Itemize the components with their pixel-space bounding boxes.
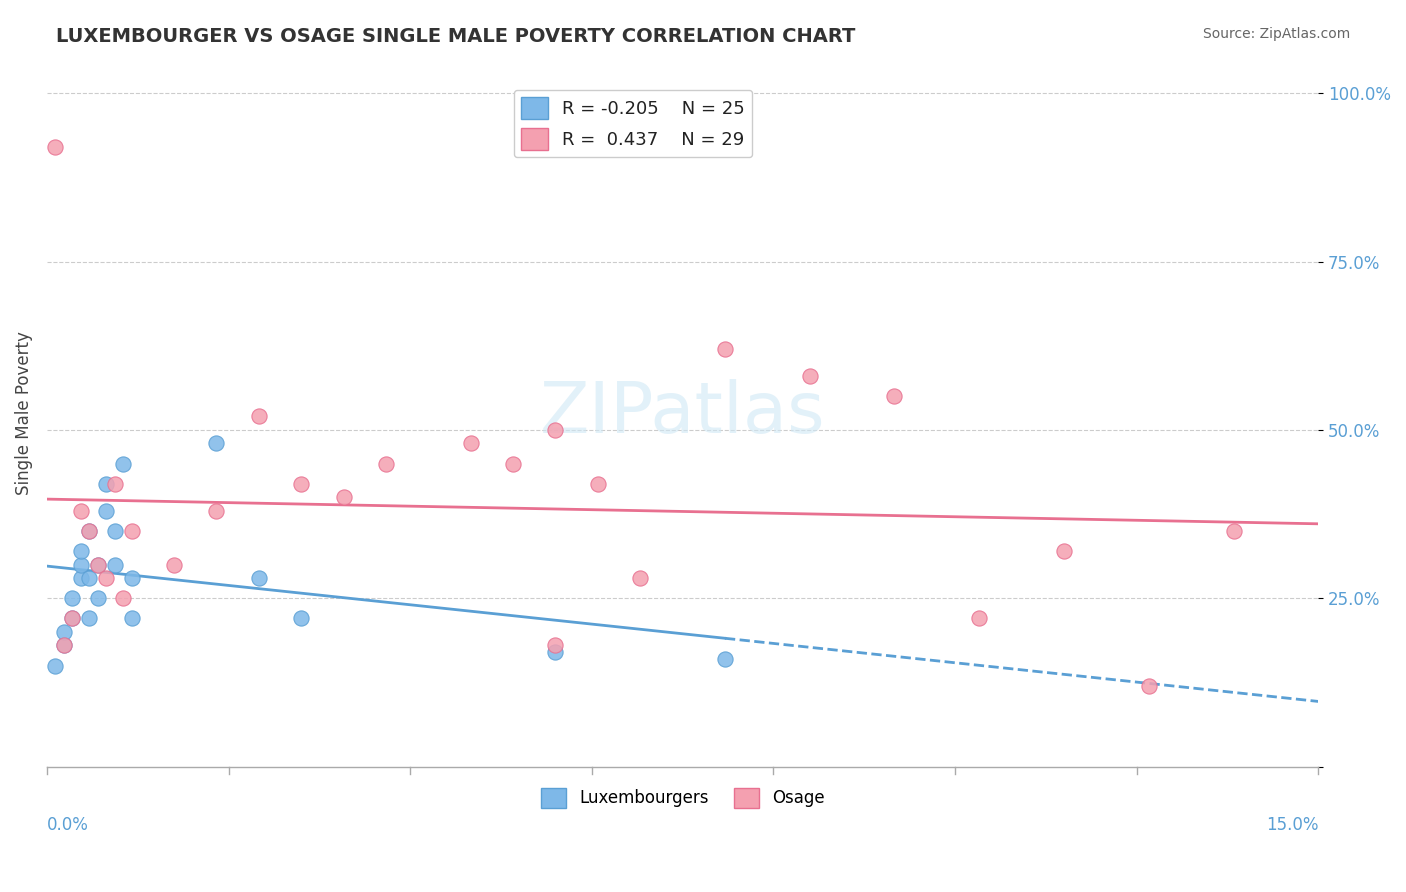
Point [714, 652, 737, 666]
Point [883, 389, 905, 403]
Point [77, 611, 100, 625]
Point [112, 591, 135, 606]
Point [77, 524, 100, 538]
Point [290, 476, 312, 491]
Point [799, 369, 821, 384]
Point [52, 639, 75, 653]
Point [112, 457, 135, 471]
Point [205, 504, 228, 518]
Text: 0.0%: 0.0% [46, 816, 89, 834]
Point [44, 658, 66, 673]
Point [586, 476, 609, 491]
Point [60, 611, 83, 625]
Point [87, 558, 110, 572]
Point [96, 504, 118, 518]
Point [121, 571, 143, 585]
Point [69, 558, 91, 572]
Point [69, 504, 91, 518]
Point [104, 476, 127, 491]
Point [87, 558, 110, 572]
Point [544, 645, 567, 659]
Text: 15.0%: 15.0% [1265, 816, 1319, 834]
Point [1137, 679, 1160, 693]
Point [104, 558, 127, 572]
Point [96, 571, 118, 585]
Point [247, 409, 270, 424]
Point [247, 571, 270, 585]
Point [52, 639, 75, 653]
Point [290, 611, 312, 625]
Point [52, 624, 75, 639]
Point [69, 571, 91, 585]
Point [60, 591, 83, 606]
Point [77, 571, 100, 585]
Point [1222, 524, 1244, 538]
Point [374, 457, 396, 471]
Point [502, 457, 524, 471]
Point [104, 524, 127, 538]
Text: LUXEMBOURGER VS OSAGE SINGLE MALE POVERTY CORRELATION CHART: LUXEMBOURGER VS OSAGE SINGLE MALE POVERT… [56, 27, 856, 45]
Point [628, 571, 651, 585]
Point [544, 423, 567, 437]
Point [60, 611, 83, 625]
Point [121, 524, 143, 538]
Text: ZIPatlas: ZIPatlas [540, 378, 825, 448]
Point [332, 490, 354, 504]
Point [44, 140, 66, 154]
Text: Source: ZipAtlas.com: Source: ZipAtlas.com [1202, 27, 1350, 41]
Point [714, 342, 737, 356]
Point [87, 591, 110, 606]
Point [96, 476, 118, 491]
Point [77, 524, 100, 538]
Point [460, 436, 482, 450]
Point [69, 544, 91, 558]
Legend: Luxembourgers, Osage: Luxembourgers, Osage [534, 781, 831, 814]
Point [967, 611, 990, 625]
Point [163, 558, 186, 572]
Point [121, 611, 143, 625]
Point [1053, 544, 1076, 558]
Point [205, 436, 228, 450]
Point [544, 639, 567, 653]
Y-axis label: Single Male Poverty: Single Male Poverty [15, 331, 32, 495]
